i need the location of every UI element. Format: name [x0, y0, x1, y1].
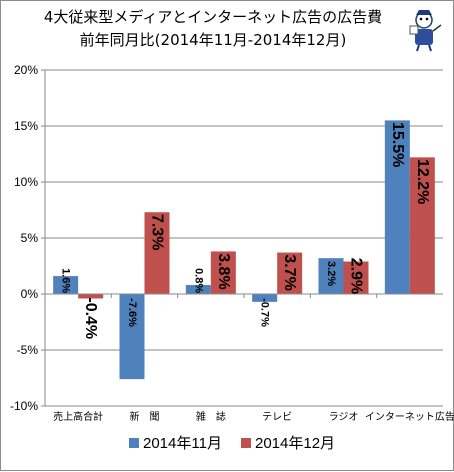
- y-tick-label: 20%: [14, 63, 38, 77]
- bar-series-2: [78, 294, 104, 299]
- data-label-series-1: 15.5%: [389, 122, 406, 167]
- bar-series-1: [384, 120, 410, 295]
- bar-series-1: [185, 285, 211, 294]
- data-labels: 1.6% -0.4% -7.6% 7.3% 0.8% 3.8% -0.7% 3.7% 3.2% 2…: [60, 122, 431, 339]
- x-tick-label: 売上高合計: [53, 410, 103, 423]
- data-label-series-2: 3.8%: [215, 253, 232, 289]
- data-label-series-1: 0.8%: [192, 268, 204, 293]
- chart-title: 4大従来型メディアとインターネット広告の広告費 前年同月比(2014年11月-2…: [44, 8, 382, 49]
- data-label-series-1: -0.7%: [259, 298, 271, 327]
- y-tick-label: 5%: [21, 231, 39, 245]
- chart-title-line-1: 4大従来型メディアとインターネット広告の広告費: [44, 8, 382, 26]
- y-tick-label: 10%: [14, 175, 38, 189]
- legend: 2014年11月 2014年12月: [129, 435, 335, 452]
- gridlines: [41, 69, 443, 407]
- x-axis-ticks: 売上高合計 新 聞 雑 誌 テレビ ラジオ インターネット広告: [53, 410, 454, 423]
- y-tick-label: -5%: [17, 343, 39, 357]
- data-label-series-1: 3.2%: [325, 261, 337, 286]
- y-tick-label: -10%: [10, 399, 38, 413]
- data-label-series-2: 7.3%: [149, 214, 166, 250]
- legend-label-series-1: 2014年11月: [143, 435, 222, 452]
- y-tick-label: 0%: [21, 287, 39, 301]
- axes: [44, 70, 443, 406]
- chart-title-line-2: 前年同月比(2014年11月-2014年12月): [80, 31, 347, 49]
- x-tick-label: インターネット広告: [365, 410, 454, 423]
- bar-series-1: [318, 258, 344, 294]
- bar-series-1: [252, 294, 278, 302]
- x-tick-label: 雑 誌: [196, 410, 226, 423]
- bar-series-1: [119, 294, 145, 380]
- data-label-series-2: 3.7%: [281, 254, 298, 290]
- legend-swatch-series-2: [241, 438, 251, 448]
- y-tick-label: 15%: [14, 119, 38, 133]
- bar-series-2: [277, 252, 303, 294]
- character-mascot-icon: [409, 10, 442, 52]
- bar-series-2: [210, 251, 236, 294]
- data-label-series-1: -7.6%: [126, 298, 138, 327]
- bar-series-2: [343, 261, 369, 294]
- bar-series-2: [409, 157, 435, 294]
- bars: [53, 120, 435, 380]
- data-label-series-2: 12.2%: [414, 159, 431, 204]
- legend-swatch-series-1: [129, 438, 139, 448]
- data-label-series-2: -0.4%: [82, 297, 99, 339]
- x-tick-label: 新 聞: [130, 410, 160, 423]
- bar-series-2: [144, 212, 170, 294]
- y-axis-ticks: 20% 15% 10% 5% 0% -5% -10%: [10, 63, 38, 413]
- data-label-series-2: 2.9%: [348, 258, 365, 294]
- bar-series-1: [53, 276, 79, 294]
- legend-label-series-2: 2014年12月: [255, 435, 335, 452]
- x-tick-label: テレビ: [262, 411, 292, 423]
- data-label-series-1: 1.6%: [60, 268, 72, 293]
- x-tick-label: ラジオ: [329, 411, 359, 423]
